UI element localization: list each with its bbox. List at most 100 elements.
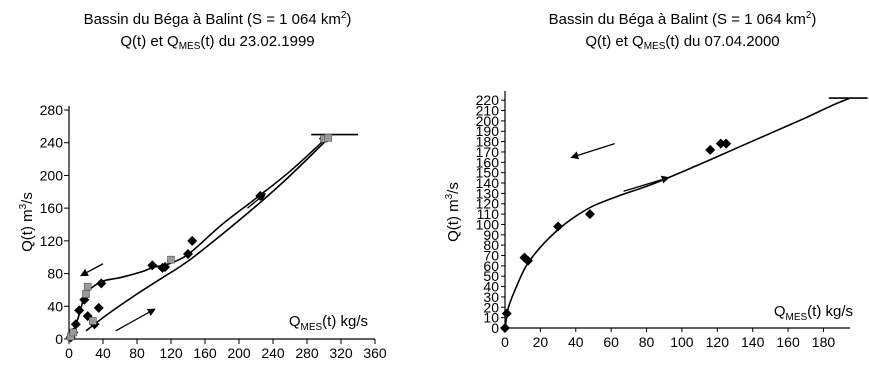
chart-2-title-suffix: )	[811, 11, 817, 28]
chart-2-x-tick-label: 140	[741, 334, 765, 350]
chart-1-title-text: Bassin du Béga à Balint (S = 1 064 km	[83, 11, 341, 28]
chart-2-subtitle: Q(t) et QMES(t) du 07.04.2000	[490, 31, 869, 58]
chart-2-x-tick-label: 60	[603, 334, 619, 350]
chart-1-x-tick-label: 80	[129, 345, 145, 361]
chart-2-point-diamond	[523, 255, 533, 266]
chart-1-point-diamond	[183, 248, 193, 259]
chart-2-direction-arrow	[570, 143, 615, 160]
chart-1-point-diamond	[187, 235, 198, 246]
chart-2-x-label-sub: MES	[785, 312, 807, 323]
chart-1-point-diamond	[74, 305, 85, 316]
chart-2-curve-1	[504, 97, 851, 329]
chart-1-y-tick-label: 40	[47, 298, 63, 314]
chart-2-subtitle-sub: MES	[643, 41, 666, 52]
chart-1-x-axis-label: QMES(t) kg/s	[289, 313, 368, 333]
chart-1-point-diamond	[70, 319, 81, 330]
chart-2-x-tick-label: 0	[501, 334, 509, 350]
chart-1-x-tick-label: 0	[65, 345, 73, 361]
chart-2-y-tick-label: 110	[477, 206, 500, 222]
chart-2-subtitle-a: Q(t) et Q	[585, 33, 644, 50]
chart-2-title-text: Bassin du Béga à Balint (S = 1 064 km	[548, 11, 806, 28]
chart-1-title-suffix: )	[346, 11, 352, 28]
chart-1-point-square	[324, 134, 333, 142]
chart-1-point-square	[83, 282, 92, 291]
chart-2-plot: 0 20 40 60 80 100 120 140 160 1800102030405060708…	[444, 91, 868, 350]
chart-2-y-tick-label: 150	[476, 165, 500, 181]
chart-1-point-diamond	[160, 262, 171, 273]
chart-1-x-label-part: (t) kg/s	[322, 313, 368, 330]
chart-2-x-tick-label: 180	[812, 334, 836, 350]
chart-2-point-diamond	[501, 308, 512, 319]
chart-2-y-tick-label: 90	[483, 227, 499, 243]
chart-1-x-label-sub: MES	[300, 322, 322, 333]
chart-1-point-diamond	[147, 260, 158, 271]
chart-1-point-square	[82, 290, 90, 298]
chart-1-x-tick-label: 160	[193, 345, 217, 361]
chart-1-point-diamond	[93, 302, 104, 313]
chart-1-y-tick-label: 280	[40, 102, 64, 118]
chart-1-y-tick-label: 80	[47, 266, 63, 282]
chart-1-x-tick-label: 280	[295, 345, 319, 361]
chart-2-x-axis-label: QMES(t) kg/s	[774, 303, 853, 323]
chart-2-x-tick-label: 80	[639, 334, 655, 350]
chart-1-point-square	[167, 255, 175, 264]
chart-2-y-tick-label: 10	[483, 310, 499, 326]
chart-2-x-tick-label: 120	[706, 334, 730, 350]
chart-2-y-tick-label: 80	[483, 237, 499, 253]
chart-1-direction-arrow	[79, 263, 104, 277]
chart-1-y-axis-label: Q(t) m3/s	[18, 192, 36, 252]
chart-2-x-tick-label: 160	[776, 334, 800, 350]
chart-2-point-diamond	[715, 138, 726, 149]
chart-2-y-tick-label: 0	[491, 320, 499, 336]
chart-2-x-label-part: (t) kg/s	[807, 303, 853, 320]
chart-1-title: Bassin du Béga à Balint (S = 1 064 km2) …	[20, 5, 415, 58]
chart-2-y-tick-label: 190	[476, 123, 500, 139]
chart-1-curve-1	[70, 139, 325, 340]
chart-1-title-line: Bassin du Béga à Balint (S = 1 064 km2)	[20, 5, 415, 31]
chart-2-y-tick-label: 140	[476, 175, 500, 191]
chart-2-subtitle-b: (t) du 07.04.2000	[665, 33, 780, 50]
chart-1-x-tick-label: 240	[261, 345, 285, 361]
chart-1-subtitle-a: Q(t) et Q	[120, 33, 179, 50]
chart-1-point-diamond	[96, 278, 107, 289]
chart-1-plot: 0 40 80 120 160 200 240 280 320 360 0 40 80 120 160 200…	[18, 102, 387, 361]
chart-2-y-tick-label: 120	[476, 196, 500, 212]
chart-2-point-diamond	[721, 138, 732, 149]
chart-2-y-tick-label: 30	[483, 289, 499, 305]
chart-1-y-label-sup: 3	[18, 203, 29, 209]
chart-1-x-tick-label: 40	[95, 345, 111, 361]
chart-1-x-tick-label: 120	[159, 345, 183, 361]
chart-1-y-tick-label: 0	[55, 331, 63, 347]
chart-2-y-label-part: /s	[445, 182, 462, 194]
chart-2-y-tick-label: 180	[476, 134, 500, 150]
chart-2-direction-arrow	[623, 175, 670, 192]
chart-2-y-tick-label: 200	[476, 113, 500, 129]
chart-1-y-tick-label: 200	[40, 167, 64, 183]
chart-2-point-diamond	[553, 221, 564, 232]
chart-2-y-tick-label: 50	[483, 268, 499, 284]
chart-1-x-tick-label: 360	[363, 345, 387, 361]
chart-1-direction-arrow	[115, 308, 156, 332]
chart-2-y-tick-label: 130	[476, 185, 500, 201]
chart-1-curve-2	[85, 142, 325, 332]
chart-2-point-diamond	[500, 323, 510, 333]
chart-1-x-tick-label: 320	[329, 345, 353, 361]
chart-2-y-tick-label: 60	[483, 258, 499, 274]
chart-2-title: Bassin du Béga à Balint (S = 1 064 km2) …	[490, 5, 869, 58]
chart-2-title-sup: 2	[805, 10, 812, 21]
chart-1-y-label-part: /s	[19, 192, 36, 204]
chart-2-point-diamond	[705, 144, 716, 155]
chart-1-y-tick-label: 160	[40, 200, 64, 216]
chart-1-subtitle: Q(t) et QMES(t) du 23.02.1999	[20, 31, 415, 58]
chart-2-y-label-part: Q(t) m	[445, 199, 462, 242]
chart-2-point-diamond	[584, 209, 595, 220]
chart-1-subtitle-b: (t) du 23.02.1999	[200, 33, 315, 50]
chart-1-y-label-part: Q(t) m	[19, 209, 36, 252]
chart-2-y-axis-label: Q(t) m3/s	[444, 182, 462, 242]
chart-2-y-label-sup: 3	[444, 193, 455, 199]
chart-2-x-tick-label: 100	[670, 334, 694, 350]
chart-1-y-tick-label: 240	[40, 135, 64, 151]
chart-2-y-tick-label: 100	[476, 216, 500, 232]
chart-1-point-square	[69, 328, 78, 337]
